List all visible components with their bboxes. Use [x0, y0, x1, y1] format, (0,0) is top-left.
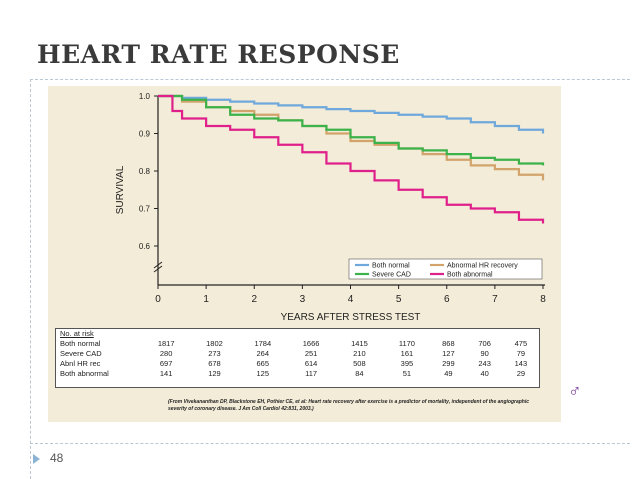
risk-cell: 706: [478, 339, 491, 348]
risk-row: Abnl HR rec 697 678 665 614 508 395 299 243 143: [56, 359, 539, 369]
risk-row: Both abnormal 141 129 125 117 84 51 49 40 29: [56, 369, 539, 379]
y-axis-label: SURVIVAL: [115, 165, 126, 214]
risk-row: Severe CAD 280 273 264 251 210 161 127 90 79: [56, 349, 539, 359]
risk-cell: 143: [514, 359, 528, 368]
series-line-both-normal: [158, 94, 545, 134]
risk-header: No. at risk: [60, 329, 94, 338]
axis-break-mark: [153, 265, 163, 273]
risk-cell: 1666: [302, 339, 320, 348]
y-tick-label: 0.6: [139, 242, 151, 251]
top-divider: [30, 79, 630, 80]
risk-cell: 868: [442, 339, 455, 348]
risk-cell: 29: [516, 369, 526, 378]
risk-cell: 243: [478, 359, 491, 368]
risk-cell: 40: [480, 369, 489, 378]
x-axis-label: YEARS AFTER STRESS TEST: [281, 312, 421, 323]
legend-label: Abnormal HR recovery: [447, 263, 518, 270]
risk-cell: 127: [442, 349, 455, 358]
risk-cell: 79: [516, 349, 526, 358]
risk-cell: 84: [355, 369, 364, 378]
y-tick-label: 0.9: [139, 130, 151, 139]
y-tick-label: 1.0: [139, 92, 151, 101]
risk-cell: 90: [480, 349, 489, 358]
risk-cell: 508: [353, 359, 366, 368]
risk-cell: 161: [400, 349, 414, 358]
risk-cell: 264: [256, 349, 270, 358]
risk-cell: 665: [256, 359, 270, 368]
risk-row-label: Severe CAD: [60, 349, 102, 358]
page-title: HEART RATE RESPONSE: [37, 40, 400, 69]
risk-cell: 280: [159, 349, 173, 358]
risk-cell: 614: [304, 359, 318, 368]
x-tick-label: 2: [251, 294, 257, 305]
risk-cell: 299: [442, 359, 455, 368]
risk-cell: 1802: [206, 339, 223, 348]
y-tick-label: 0.8: [139, 167, 151, 176]
risk-row-label: Both abnormal: [60, 369, 109, 378]
left-divider: [30, 79, 31, 479]
risk-cell: 1784: [254, 339, 272, 348]
risk-cell: 141: [159, 369, 173, 378]
x-tick-label: 3: [300, 294, 306, 305]
risk-cell: 1415: [351, 339, 368, 348]
risk-table: No. at risk Both normal 1817 1802 1784 1666 1…: [55, 328, 540, 388]
risk-cell: 51: [402, 369, 412, 378]
risk-cell: 210: [353, 349, 366, 358]
risk-cell: 129: [208, 369, 221, 378]
x-tick-label: 1: [203, 294, 209, 305]
risk-row-label: Both normal: [60, 339, 101, 348]
x-tick-label: 7: [492, 294, 498, 305]
bullet-icon: [33, 454, 40, 464]
risk-cell: 125: [256, 369, 270, 378]
series-line-both-abnormal: [158, 94, 545, 224]
bottom-divider: [30, 443, 630, 444]
risk-cell: 697: [159, 359, 173, 368]
risk-cell: 1170: [398, 339, 415, 348]
risk-row: Both normal 1817 1802 1784 1666 1415 1170 868 70…: [56, 339, 539, 349]
x-tick-label: 0: [155, 294, 161, 305]
risk-cell: 273: [208, 349, 221, 358]
risk-cell: 395: [400, 359, 414, 368]
legend-label: Severe CAD: [372, 272, 411, 279]
series-line-severe-cad: [158, 94, 545, 166]
risk-cell: 1817: [157, 339, 175, 348]
y-tick-label: 0.7: [139, 205, 151, 214]
legend-label: Both abnormal: [447, 272, 493, 279]
x-tick-label: 8: [540, 294, 546, 305]
x-tick-label: 6: [444, 294, 450, 305]
logo-icon: ♂: [568, 381, 582, 401]
x-tick-label: 5: [396, 294, 402, 305]
citation: (From Vivekananthan DP, Blackstone EH, P…: [168, 399, 530, 412]
axis-break-mark: [153, 261, 163, 269]
risk-cell: 117: [305, 369, 318, 378]
risk-cell: 49: [444, 369, 453, 378]
risk-cell: 678: [208, 359, 221, 368]
slide-number: 48: [50, 451, 64, 465]
legend-label: Both normal: [372, 263, 410, 270]
risk-cell: 251: [304, 349, 318, 358]
risk-cell: 475: [514, 339, 528, 348]
legend-box: [348, 258, 543, 280]
x-tick-label: 4: [348, 294, 354, 305]
risk-row-label: Abnl HR rec: [60, 359, 101, 368]
